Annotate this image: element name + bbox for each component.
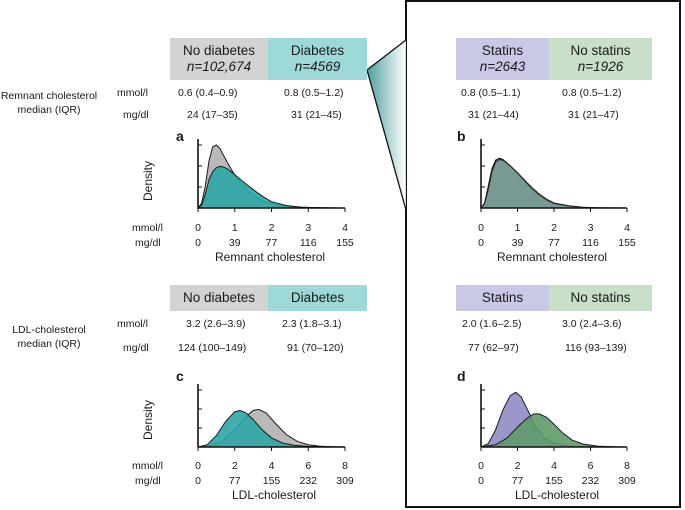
stat-value: 24 (17–35) [187, 109, 238, 121]
x-tick-label-mmol: 6 [587, 460, 594, 472]
unit-mmol: mmol/l [117, 318, 148, 330]
x-tick-label-mmol: 2 [268, 222, 275, 234]
x-tick-label-mg: 155 [336, 237, 354, 249]
x-tick-label-mmol: 4 [268, 460, 275, 472]
x-tick-label-mg: 0 [195, 475, 201, 487]
x-tick-label-mmol: 2 [514, 460, 521, 472]
x-tick-label-mg: 39 [511, 237, 524, 249]
header-no-diabetes: No diabetes [170, 285, 268, 311]
x-tick-label-mg: 155 [262, 475, 281, 487]
header-diabetes: Diabetes n=4569 [268, 38, 367, 80]
x-tick-label-mmol: 1 [514, 222, 521, 234]
x-tick-label-mg: 0 [195, 237, 201, 249]
statins-subgroup-frame [405, 0, 681, 508]
stat-value: 0.8 (0.5–1.2) [562, 87, 622, 99]
x-tick-label-mg: 232 [299, 475, 318, 487]
x-axis-title: LDL-cholesterol [515, 488, 600, 502]
tick-unit-mg: mg/dl [135, 475, 161, 487]
stat-value: 31 (21–47) [568, 109, 619, 121]
header-statins: Statins n=2643 [456, 38, 549, 80]
tick-unit-mmol: mmol/l [132, 222, 163, 234]
x-tick-label-mg: 116 [582, 237, 599, 249]
x-tick-label-mg: 155 [545, 475, 563, 487]
tick-unit-mmol: mmol/l [132, 460, 163, 472]
header-statins: Statins [456, 285, 549, 311]
x-tick-label-mmol: 0 [478, 460, 484, 472]
stat-value: 91 (70–120) [287, 342, 344, 354]
stat-value: 3.0 (2.4–3.6) [562, 318, 622, 330]
panel-label: c [176, 368, 184, 384]
stat-value: 0.8 (0.5–1.2) [284, 87, 344, 99]
x-tick-label-mg: 309 [336, 475, 354, 487]
x-tick-label-mg: 155 [618, 237, 636, 249]
stat-value: 0.6 (0.4–0.9) [178, 87, 238, 99]
x-axis-title: LDL-cholesterol [232, 488, 317, 502]
remnant-side-label: Remnant cholesterol median (IQR) [0, 90, 98, 116]
x-axis-title: Remnant cholesterol [497, 250, 608, 264]
x-tick-label-mmol: 0 [195, 222, 201, 234]
x-tick-label-mmol: 0 [195, 460, 201, 472]
x-tick-label-mmol: 4 [551, 460, 557, 472]
unit-mg: mg/dl [123, 109, 149, 121]
unit-mmol: mmol/l [117, 87, 148, 99]
panel-label: a [176, 128, 184, 144]
header-diabetes: Diabetes [268, 285, 367, 311]
header-no-diabetes: No diabetes n=102,674 [170, 38, 268, 80]
x-tick-label-mmol: 6 [305, 460, 312, 472]
x-tick-label-mg: 232 [581, 475, 600, 487]
x-tick-label-mmol: 3 [305, 222, 312, 234]
x-tick-label-mmol: 4 [342, 222, 348, 234]
stat-value: 2.0 (1.6–2.5) [462, 318, 522, 330]
x-tick-label-mg: 39 [228, 237, 241, 249]
stat-value: 3.2 (2.6–3.9) [186, 318, 246, 330]
x-tick-label-mg: 77 [228, 475, 241, 487]
x-tick-label-mg: 77 [548, 237, 560, 249]
x-axis-title: Remnant cholesterol [215, 250, 326, 264]
ldl-side-label: LDL-cholesterol median (IQR) [12, 324, 86, 350]
x-tick-label-mg: 0 [478, 237, 484, 249]
x-tick-label-mmol: 1 [231, 222, 238, 234]
panel-label: d [457, 368, 466, 384]
x-tick-label-mmol: 2 [231, 460, 238, 472]
header-no-statins: No statins [549, 285, 652, 311]
x-tick-label-mmol: 8 [342, 460, 348, 472]
unit-mg: mg/dl [123, 342, 149, 354]
x-tick-label-mmol: 2 [551, 222, 557, 234]
stat-value: 0.8 (0.5–1.1) [461, 87, 521, 99]
stat-value: 31 (21–45) [291, 109, 342, 121]
x-tick-label-mmol: 4 [624, 222, 630, 234]
x-tick-label-mg: 0 [478, 475, 484, 487]
stat-value: 116 (93–139) [565, 342, 627, 354]
x-tick-label-mmol: 0 [478, 222, 484, 234]
x-tick-label-mmol: 3 [587, 222, 594, 234]
stat-value: 77 (62–97) [468, 342, 519, 354]
header-no-statins: No statins n=1926 [549, 38, 652, 80]
x-tick-label-mg: 77 [265, 237, 278, 249]
x-tick-label-mg: 116 [299, 237, 317, 249]
stat-value: 124 (100–149) [178, 342, 247, 354]
x-tick-label-mg: 77 [511, 475, 524, 487]
panel-label: b [457, 128, 466, 144]
x-tick-label-mg: 309 [618, 475, 636, 487]
tick-unit-mg: mg/dl [135, 237, 161, 249]
stat-value: 31 (21–44) [468, 109, 519, 121]
x-tick-label-mmol: 8 [624, 460, 630, 472]
stat-value: 2.3 (1.8–3.1) [282, 318, 342, 330]
